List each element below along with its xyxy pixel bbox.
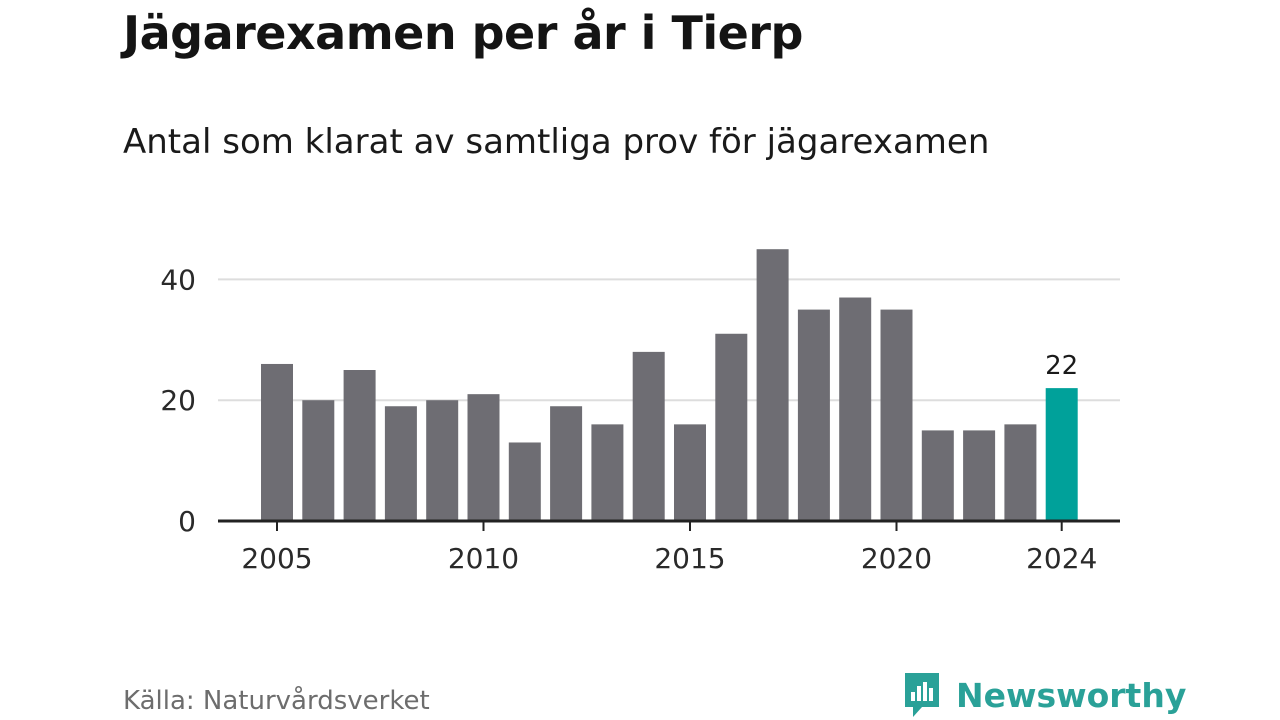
bar [756,249,789,521]
chart-title: Jägarexamen per år i Tierp [123,6,803,60]
x-tick-label: 2010 [448,542,519,575]
bar [632,351,665,521]
bar [1004,424,1037,521]
y-tick-label: 0 [178,505,196,538]
bar-chart: 0 20 40 22 2005 2010 2015 2020 2024 [160,249,1120,575]
bar [302,400,335,521]
bar [261,363,293,521]
y-tick-label: 20 [160,384,196,417]
bar [591,424,624,521]
bar [839,297,872,521]
y-tick-label: 40 [160,263,196,296]
bar [674,424,706,521]
x-tick-label: 2020 [861,542,932,575]
bar [343,370,376,521]
bar [963,430,996,521]
bar [550,406,583,521]
source-note: Källa: Naturvårdsverket [123,686,430,716]
bar-highlight [1045,388,1078,521]
bar [384,406,417,521]
bar [715,333,748,521]
chart-subtitle: Antal som klarat av samtliga prov för jä… [123,122,990,162]
bar [467,394,500,521]
bar [797,309,830,521]
x-tick-label: 2005 [241,542,312,575]
bar [921,430,954,521]
bar [880,309,913,521]
brand-logo: Newsworthy [902,670,1186,720]
bar [508,442,541,521]
x-tick-label: 2024 [1026,542,1097,575]
bar [426,400,459,521]
newsworthy-logo-icon [905,673,939,717]
data-label: 22 [1045,351,1078,381]
brand-name: Newsworthy [956,675,1187,715]
x-tick-label: 2015 [654,542,725,575]
